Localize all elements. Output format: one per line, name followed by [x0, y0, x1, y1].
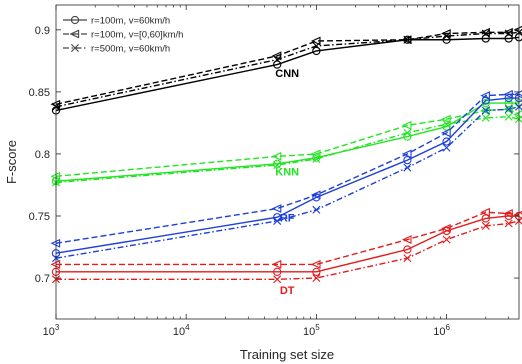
rf-point	[481, 106, 490, 115]
legend-label: r=100m, v=[0,60]km/h	[91, 30, 183, 41]
cnn-point	[273, 55, 282, 64]
cnn-series-3	[55, 31, 520, 108]
dt-point	[442, 235, 451, 244]
cnn-point	[403, 35, 412, 44]
y-tick-label: 0.85	[29, 87, 50, 99]
rf-point	[403, 163, 412, 172]
rf-point	[403, 155, 412, 165]
rf-label: RF	[280, 212, 295, 224]
y-axis-title: F-score	[4, 140, 19, 184]
cnn-point	[312, 46, 321, 56]
dt-point	[271, 259, 282, 269]
legend-label: r=500m, v=60km/h	[91, 44, 170, 55]
y-tick-label: 0.8	[35, 149, 50, 161]
cnn-point	[273, 60, 282, 69]
x-tick-label: 104	[173, 323, 190, 338]
cnn-point	[442, 32, 451, 41]
knn-point	[481, 113, 490, 122]
dt-point	[312, 267, 321, 276]
dt-series-2	[56, 211, 520, 266]
dt-point	[481, 221, 490, 230]
cnn-point	[401, 35, 412, 45]
plot-frame	[55, 4, 520, 320]
dt-point	[441, 223, 451, 233]
legend: r=100m, v=60km/h r=100m, v=[0,60]km/h r=50…	[63, 16, 183, 55]
x-tick-label: 106	[433, 323, 450, 338]
dt-point	[403, 245, 412, 254]
y-tick-label: 0.7	[35, 273, 50, 285]
cnn-label: CNN	[275, 68, 299, 80]
x-tick-label: 103	[43, 323, 60, 338]
rf-point	[442, 137, 451, 146]
legend-marker	[69, 29, 80, 39]
knn-point	[273, 161, 282, 170]
x-tick-label: 105	[303, 323, 320, 338]
dt-point	[481, 214, 490, 223]
dt-point	[310, 259, 321, 269]
knn-label: KNN	[275, 167, 299, 179]
dt-point	[480, 207, 490, 217]
cnn-point	[271, 51, 282, 61]
cnn-point	[481, 29, 490, 38]
rf-point	[441, 128, 451, 138]
rf-point	[401, 149, 412, 159]
cnn-series-2	[55, 29, 520, 105]
knn-point	[442, 122, 451, 131]
legend-marker	[70, 15, 80, 25]
rf-point	[442, 143, 451, 152]
cnn-point	[481, 34, 490, 43]
cnn-point	[310, 36, 321, 46]
rf-point	[504, 105, 513, 114]
dt-point	[504, 219, 513, 228]
y-tick-label: 0.75	[29, 211, 50, 223]
knn-point	[441, 114, 451, 124]
knn-series-3	[55, 115, 520, 184]
dt-point	[503, 209, 513, 218]
rf-point	[312, 205, 321, 214]
cnn-point	[312, 41, 321, 50]
group-labels: CNN KNN RF DT	[275, 68, 299, 297]
dt-point	[403, 254, 412, 263]
knn-point	[442, 120, 451, 129]
rf-point	[271, 204, 282, 214]
knn-point	[401, 120, 412, 130]
dt-point	[273, 275, 282, 284]
legend-label: r=100m, v=60km/h	[91, 16, 170, 27]
legend-marker	[71, 44, 79, 52]
knn-point	[310, 149, 321, 159]
x-axis-title: Training set size	[240, 347, 334, 362]
knn-point	[504, 98, 513, 108]
dt-point	[273, 267, 282, 276]
rf-point	[310, 190, 321, 200]
rf-point	[503, 89, 513, 99]
dt-label: DT	[280, 285, 295, 297]
knn-point	[504, 112, 513, 121]
dt-point	[401, 235, 412, 245]
knn-point	[403, 128, 412, 137]
knn-point	[273, 159, 282, 169]
cnn-point	[504, 34, 513, 43]
knn-point	[271, 151, 282, 161]
rf-point	[480, 91, 490, 101]
knn-point	[481, 98, 490, 108]
y-tick-label: 0.9	[35, 25, 50, 37]
knn-point	[480, 106, 490, 115]
dt-series-3	[56, 220, 520, 280]
cnn-point	[504, 29, 513, 38]
rf-point	[273, 216, 282, 225]
knn-point	[312, 154, 321, 163]
knn-point	[503, 104, 513, 114]
dt-point	[312, 274, 321, 283]
